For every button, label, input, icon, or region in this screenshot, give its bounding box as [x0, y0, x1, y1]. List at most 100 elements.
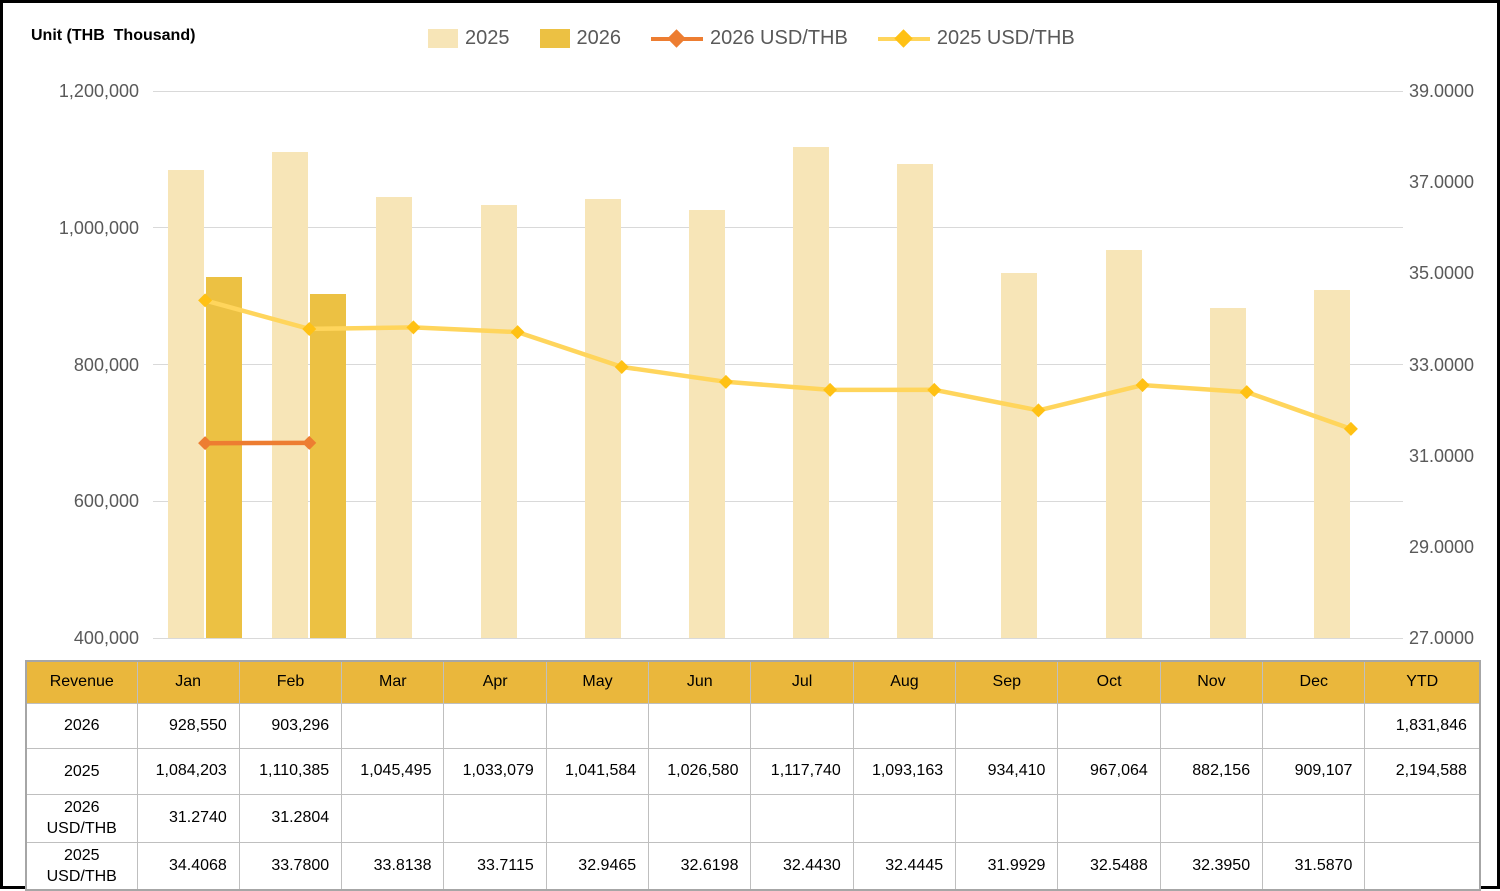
legend-item-2025: 2025	[428, 27, 510, 50]
chart-title: Unit (THB Thousand)	[31, 27, 195, 45]
legend-item-2026-usd-thb: 2026 USD/THB	[651, 27, 848, 50]
table-cell: 31.9929	[956, 842, 1058, 890]
table-cell	[1365, 842, 1480, 890]
row-label-cell: 2025 USD/THB	[26, 842, 137, 890]
table-cell: 2,194,588	[1365, 748, 1480, 794]
table-header-cell-jun: Jun	[649, 661, 751, 703]
table-cell	[1263, 703, 1365, 748]
table-cell: 31.2740	[137, 794, 239, 842]
table-header-cell-apr: Apr	[444, 661, 546, 703]
table-header-cell-dec: Dec	[1263, 661, 1365, 703]
table-cell	[342, 794, 444, 842]
table-cell: 1,041,584	[546, 748, 648, 794]
diamond-marker-icon	[1240, 385, 1254, 399]
diamond-marker-icon	[927, 383, 941, 397]
table-header-cell-oct: Oct	[1058, 661, 1160, 703]
table-header-cell-sep: Sep	[956, 661, 1058, 703]
row-label-cell: 2026 USD/THB	[26, 794, 137, 842]
diamond-marker-icon	[719, 375, 733, 389]
table-cell: 1,026,580	[649, 748, 751, 794]
table-cell: 34.4068	[137, 842, 239, 890]
line-2025-usd-thb	[205, 300, 1351, 429]
left-axis-tick-label: 800,000	[7, 354, 139, 376]
diamond-marker-icon	[511, 325, 525, 339]
diamond-marker-icon	[302, 436, 316, 450]
table-cell: 33.7800	[239, 842, 341, 890]
table-cell	[444, 703, 546, 748]
table-header-cell-nov: Nov	[1160, 661, 1262, 703]
table-cell	[649, 794, 751, 842]
diamond-marker-icon	[823, 383, 837, 397]
table-header-cell-mar: Mar	[342, 661, 444, 703]
legend-line-marker-icon	[651, 31, 703, 47]
table-header-cell-jan: Jan	[137, 661, 239, 703]
table-cell	[342, 703, 444, 748]
table-cell	[751, 703, 853, 748]
right-axis-tick-label: 37.0000	[1409, 171, 1474, 193]
table-cell	[546, 794, 648, 842]
diamond-marker-icon	[198, 293, 212, 307]
legend-item-2025-usd-thb: 2025 USD/THB	[878, 27, 1075, 50]
table-cell: 909,107	[1263, 748, 1365, 794]
table-cell	[1058, 794, 1160, 842]
table-cell: 1,033,079	[444, 748, 546, 794]
left-axis-tick-label: 1,200,000	[7, 80, 139, 102]
table-cell: 32.6198	[649, 842, 751, 890]
table-cell: 1,117,740	[751, 748, 853, 794]
right-axis-tick-label: 33.0000	[1409, 354, 1474, 376]
right-axis-tick-label: 39.0000	[1409, 80, 1474, 102]
table-cell	[853, 703, 955, 748]
table-cell	[956, 703, 1058, 748]
table-cell	[1160, 703, 1262, 748]
table-cell: 32.9465	[546, 842, 648, 890]
legend-label: 2026	[577, 27, 622, 50]
diamond-marker-icon	[615, 360, 629, 374]
table-cell: 32.3950	[1160, 842, 1262, 890]
left-axis-tick-label: 600,000	[7, 490, 139, 512]
table-cell: 32.5488	[1058, 842, 1160, 890]
table-header-cell-aug: Aug	[853, 661, 955, 703]
diamond-marker-icon	[198, 436, 212, 450]
table-cell: 1,084,203	[137, 748, 239, 794]
legend-label: 2025	[465, 27, 510, 50]
right-axis-tick-label: 29.0000	[1409, 536, 1474, 558]
row-label-cell: 2026	[26, 703, 137, 748]
legend-diamond-icon	[894, 29, 912, 47]
legend-swatch-icon	[540, 29, 570, 48]
line-series-layer	[153, 91, 1403, 638]
table-cell: 31.2804	[239, 794, 341, 842]
diamond-marker-icon	[1031, 403, 1045, 417]
table-cell: 1,110,385	[239, 748, 341, 794]
legend-swatch-icon	[428, 29, 458, 48]
table-cell: 882,156	[1160, 748, 1262, 794]
diamond-marker-icon	[302, 322, 316, 336]
table-header-cell-ytd: YTD	[1365, 661, 1480, 703]
table-cell: 32.4430	[751, 842, 853, 890]
table-cell: 967,064	[1058, 748, 1160, 794]
left-axis-tick-label: 1,000,000	[7, 217, 139, 239]
plot-area	[153, 91, 1403, 638]
table-cell	[751, 794, 853, 842]
table-header-cell-revenue: Revenue	[26, 661, 137, 703]
table-cell	[444, 794, 546, 842]
table-cell	[649, 703, 751, 748]
diamond-marker-icon	[1344, 422, 1358, 436]
table-cell: 31.5870	[1263, 842, 1365, 890]
diamond-marker-icon	[406, 320, 420, 334]
table-cell: 33.8138	[342, 842, 444, 890]
left-axis-tick-label: 400,000	[7, 627, 139, 649]
chart-legend: 2025 2026 2026 USD/THB 2025 USD/THB	[428, 27, 1075, 50]
right-axis-tick-label: 31.0000	[1409, 445, 1474, 467]
legend-label: 2025 USD/THB	[937, 27, 1075, 50]
table-cell: 934,410	[956, 748, 1058, 794]
table-cell	[1058, 703, 1160, 748]
table-header-cell-jul: Jul	[751, 661, 853, 703]
table-header-cell-may: May	[546, 661, 648, 703]
right-axis-tick-label: 27.0000	[1409, 627, 1474, 649]
